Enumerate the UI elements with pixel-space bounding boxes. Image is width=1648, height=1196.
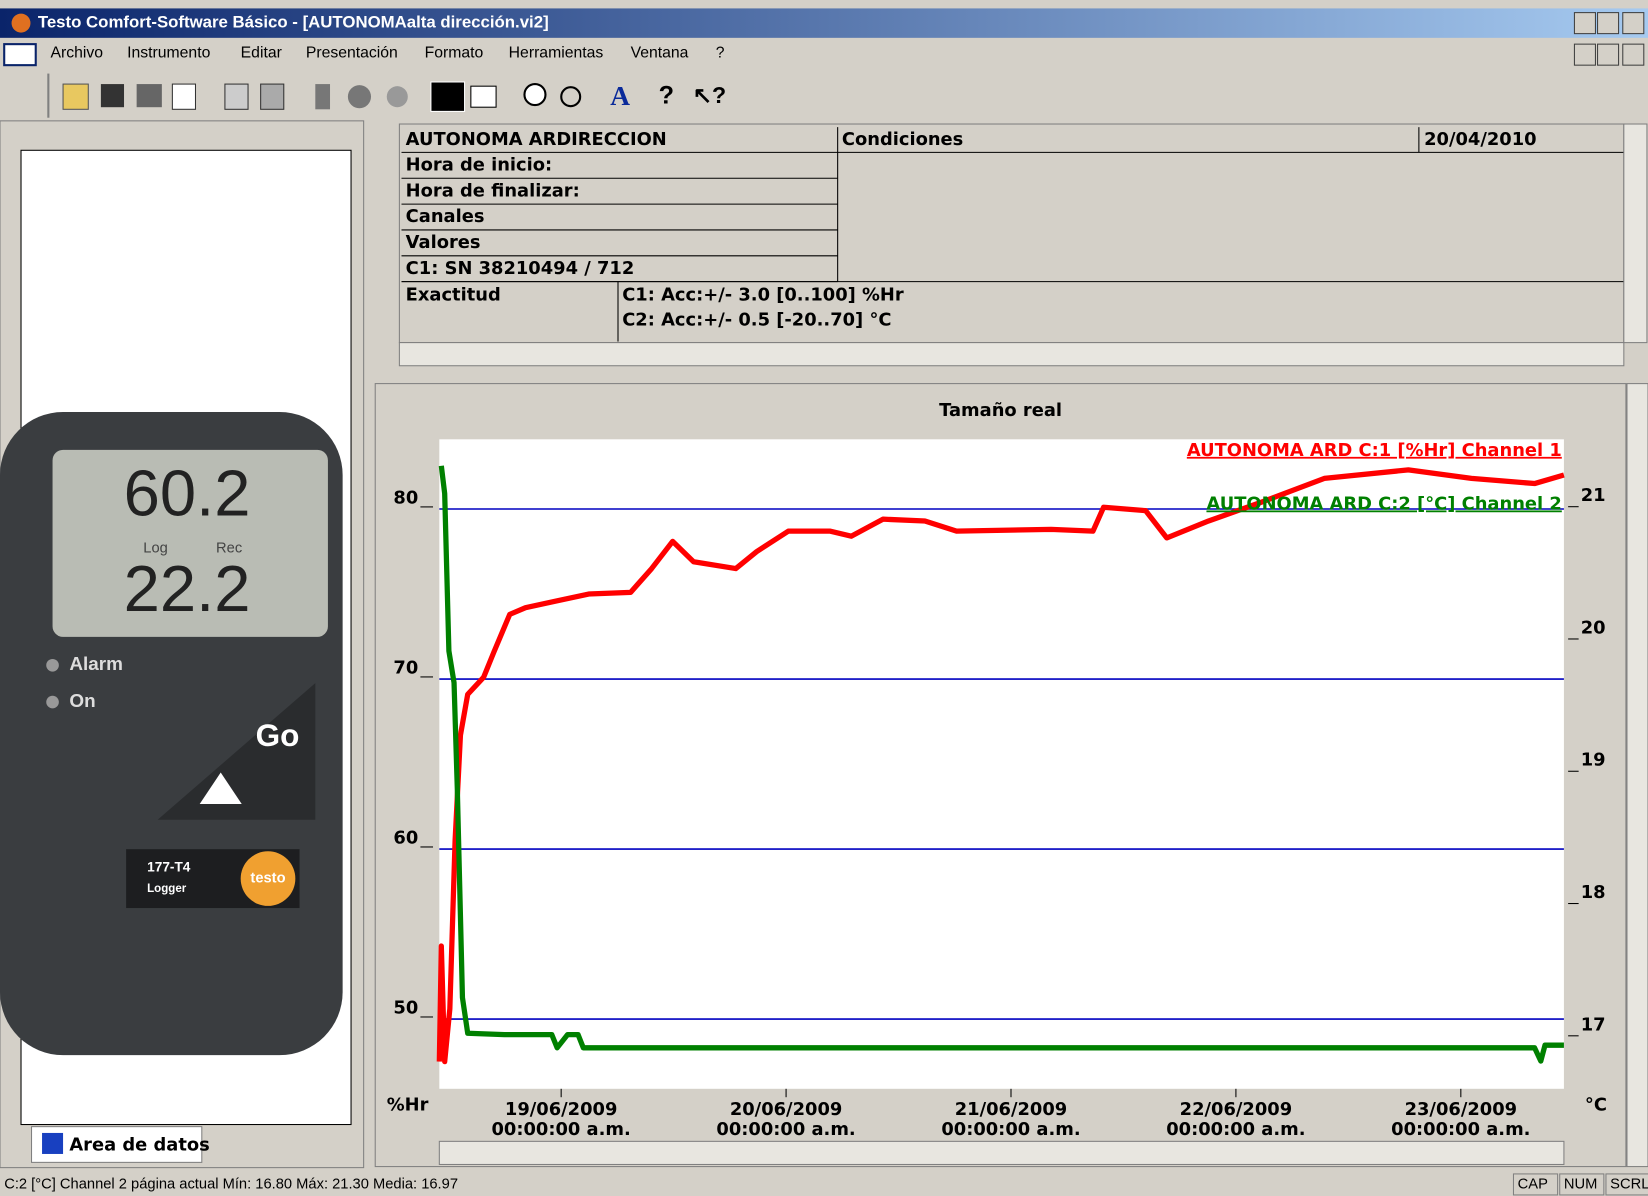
plot-area [439, 439, 1564, 1088]
device-model: 177-T4 [147, 860, 191, 875]
device-button[interactable] [315, 84, 330, 109]
paste-button[interactable] [261, 84, 284, 109]
info-row: Hora de inicio: [406, 155, 553, 176]
app-icon [12, 14, 31, 33]
window-title: Testo Comfort-Software Básico - [AUTONOM… [38, 13, 549, 32]
device-on: On [69, 691, 95, 712]
info-accuracy-label: Exactitud [406, 284, 501, 305]
menu-item[interactable]: Ventana [631, 45, 689, 62]
y2-tick-label: 18 [1581, 882, 1606, 903]
device-alarm: Alarm [69, 654, 123, 675]
stop-button[interactable] [387, 86, 408, 107]
open-button[interactable] [63, 84, 88, 109]
x-tick-label: 21/06/2009 [955, 1099, 1067, 1120]
doc-restore-button[interactable] [1598, 44, 1619, 65]
save-button[interactable] [101, 84, 124, 107]
y-tick-label: 80 [393, 488, 418, 509]
x-tick-time: 00:00:00 a.m. [1391, 1119, 1530, 1140]
y-axis-label: %Hr [387, 1095, 429, 1116]
tab-icon [42, 1133, 63, 1154]
doc-close-button[interactable] [1623, 44, 1644, 65]
close-button[interactable] [1623, 13, 1644, 34]
x-tick-label: 20/06/2009 [730, 1099, 842, 1120]
device-brand: testo [250, 870, 285, 886]
info-conditions: Condiciones [842, 129, 963, 150]
y-tick-label: 60 [393, 828, 418, 849]
menu-item[interactable]: Presentación [306, 45, 398, 62]
x-tick-time: 00:00:00 a.m. [716, 1119, 855, 1140]
indicator: CAP [1518, 1176, 1548, 1192]
x-tick-time: 00:00:00 a.m. [1166, 1119, 1305, 1140]
y-tick-label: 50 [393, 998, 418, 1019]
menu-item[interactable]: ? [716, 45, 725, 62]
legend-entry: AUTONOMA ARD C:2 [°C] Channel 2 [1206, 493, 1561, 514]
device-reading-2: 22.2 [124, 552, 251, 625]
help-button[interactable]: ? [659, 81, 674, 109]
y2-axis-label: °C [1585, 1095, 1607, 1116]
y-tick-label: 70 [393, 658, 418, 679]
chart-view-button[interactable] [431, 82, 465, 111]
chart-vscrollbar[interactable] [1627, 384, 1648, 1167]
info-date: 20/04/2010 [1424, 129, 1536, 150]
chart-title: Tamaño real [939, 400, 1062, 421]
doc-icon [4, 44, 36, 65]
x-tick-label: 23/06/2009 [1405, 1099, 1517, 1120]
indicator: SCRL [1610, 1176, 1648, 1192]
menu-item[interactable]: Instrumento [127, 45, 210, 62]
device-kind: Logger [147, 883, 187, 895]
record-button[interactable] [348, 85, 371, 108]
minimize-button[interactable] [1574, 13, 1595, 34]
panel-tab-label: Area de datos [69, 1135, 209, 1156]
x-tick-time: 00:00:00 a.m. [941, 1119, 1080, 1140]
legend-entry: AUTONOMA ARD C:1 [%Hr] Channel 1 [1187, 440, 1562, 461]
chart-hscrollbar[interactable] [439, 1141, 1564, 1164]
preview-button[interactable] [172, 84, 195, 109]
indicator: NUM [1564, 1176, 1597, 1192]
page: Testo Comfort-Software Básico - [AUTONOM… [0, 0, 1648, 1196]
info-panel [399, 124, 1623, 343]
device-reading-1: 60.2 [124, 456, 251, 529]
info-scrollbar[interactable] [1624, 124, 1647, 343]
table-view-button[interactable] [471, 86, 496, 107]
info-hscrollbar[interactable] [399, 343, 1623, 366]
screen: Testo Comfort-Software Básico - [AUTONOM… [0, 0, 1648, 1196]
zoom-button[interactable] [524, 84, 545, 105]
doc-minimize-button[interactable] [1574, 44, 1595, 65]
device-image: 60.2 Log Rec 22.2 Alarm On Go 177-T4 Log… [0, 412, 343, 1055]
info-row: Canales [406, 206, 485, 227]
copy-button[interactable] [225, 84, 248, 109]
y2-tick-label: 19 [1581, 750, 1606, 771]
info-accuracy: C2: Acc:+/- 0.5 [-20..70] °C [622, 310, 891, 331]
y2-tick-label: 20 [1581, 617, 1606, 638]
menu-item[interactable]: Herramientas [509, 45, 604, 62]
context-help-button[interactable]: ↖? [693, 82, 726, 108]
info-row: Hora de finalizar: [406, 180, 580, 201]
on-led [46, 696, 59, 709]
x-tick-label: 22/06/2009 [1180, 1099, 1292, 1120]
device-go: Go [256, 717, 300, 753]
status-text: C:2 [°C] Channel 2 página actual Mín: 16… [4, 1176, 458, 1192]
menu-item[interactable]: Archivo [50, 45, 103, 62]
status-indicators: CAP NUM SCRL [1513, 1174, 1648, 1195]
info-name: AUTONOMA ARDIRECCION [406, 129, 667, 150]
y2-tick-label: 21 [1581, 485, 1606, 506]
info-row: Valores [406, 232, 481, 253]
menu-item[interactable]: Editar [241, 45, 282, 62]
info-row: C1: SN 38210494 / 712 [406, 258, 635, 279]
font-button[interactable]: A [610, 81, 630, 111]
y2-tick-label: 17 [1581, 1014, 1606, 1035]
alarm-led [46, 659, 59, 672]
x-tick-label: 19/06/2009 [505, 1099, 617, 1120]
maximize-button[interactable] [1598, 13, 1619, 34]
x-tick-time: 00:00:00 a.m. [492, 1119, 631, 1140]
info-accuracy: C1: Acc:+/- 3.0 [0..100] %Hr [622, 284, 904, 305]
print-button[interactable] [137, 84, 162, 107]
menu-item[interactable]: Formato [425, 45, 484, 62]
